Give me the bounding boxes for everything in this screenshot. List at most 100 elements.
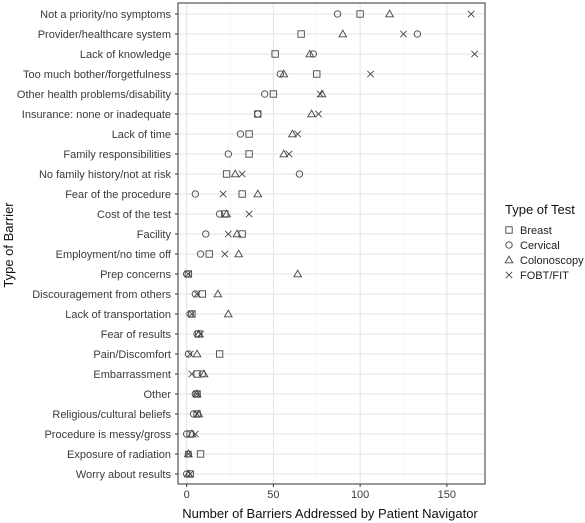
y-tick-label: Procedure is messy/gross <box>44 429 171 441</box>
point-triangle <box>338 29 348 38</box>
point-square <box>222 170 231 178</box>
y-tick-label: Religious/cultural beliefs <box>52 409 171 421</box>
legend-label: Cervical <box>520 240 560 252</box>
point-square <box>198 290 206 298</box>
y-tick-label: Too much bother/forgetfulness <box>23 69 171 81</box>
y-tick-label: Cost of the test <box>97 209 171 221</box>
point-x <box>188 370 196 378</box>
point-x <box>314 110 323 118</box>
point-circle <box>261 90 269 98</box>
y-tick-label: Facility <box>137 229 172 241</box>
point-triangle <box>279 149 289 158</box>
x-tick-label: 0 <box>184 489 190 501</box>
point-x <box>188 310 196 318</box>
point-square <box>271 50 279 58</box>
point-x <box>193 390 201 398</box>
point-circle <box>196 250 205 258</box>
x-tick-label: 100 <box>351 489 369 501</box>
y-tick-label: Employment/no time off <box>56 249 172 261</box>
y-tick-label: Fear of the procedure <box>65 189 171 201</box>
legend-key-triangle <box>504 255 514 264</box>
legend-items: Breast Cervical Colonoscopy FOBT/FIT <box>504 225 584 282</box>
point-circle <box>215 210 224 218</box>
point-x <box>245 210 253 218</box>
y-tick-label: No family history/not at risk <box>39 169 172 181</box>
x-tick-label: 50 <box>267 489 279 501</box>
point-triangle <box>199 369 209 378</box>
point-x <box>399 30 407 38</box>
y-tick-label: Pain/Discomfort <box>93 349 171 361</box>
point-square <box>238 190 246 198</box>
point-triangle <box>192 389 202 398</box>
y-tick-label: Worry about results <box>76 469 172 481</box>
x-tick-labels: 0 50 100 150 <box>184 484 456 501</box>
point-square <box>356 10 364 18</box>
point-circle <box>191 190 199 198</box>
y-tick-label: Other health problems/disability <box>17 89 172 101</box>
point-square <box>215 350 224 358</box>
point-circle <box>333 10 342 18</box>
y-tick-label: Insurance: none or inadequate <box>22 109 171 121</box>
point-x <box>193 290 201 298</box>
point-circle <box>224 150 232 158</box>
y-tick-label: Provider/healthcare system <box>38 29 171 41</box>
point-x <box>316 90 324 98</box>
y-tick-label: Lack of transportation <box>65 309 171 321</box>
grid-layer <box>178 3 485 484</box>
y-tick-label: Lack of time <box>112 129 171 141</box>
point-triangle <box>232 229 242 238</box>
point-square <box>313 70 321 78</box>
point-triangle <box>234 249 244 258</box>
points-layer <box>183 9 479 478</box>
point-circle <box>191 290 199 298</box>
point-triangle <box>306 109 317 118</box>
point-x <box>224 230 232 238</box>
y-tick-label: Not a priority/no symptoms <box>40 9 171 21</box>
x-axis-title: Number of Barriers Addressed by Patient … <box>182 506 478 521</box>
point-square <box>196 450 205 458</box>
point-x <box>471 50 479 58</box>
legend-label: Colonoscopy <box>520 255 584 267</box>
point-triangle <box>183 449 193 458</box>
y-tick-label: Lack of knowledge <box>80 49 171 61</box>
point-x <box>191 430 199 438</box>
point-square <box>245 130 253 138</box>
legend-key-x <box>505 271 513 279</box>
y-tick-labels: Not a priority/no symptoms Provider/healt… <box>17 9 178 481</box>
legend-title: Type of Test <box>505 202 575 217</box>
y-tick-label: Embarrassment <box>93 369 171 381</box>
point-x <box>238 170 246 178</box>
point-triangle <box>385 9 395 18</box>
point-square <box>269 90 278 98</box>
legend: Type of Test Breast Cervical Colonoscopy FO… <box>504 202 584 282</box>
point-circle <box>184 350 193 358</box>
point-circle <box>186 310 194 318</box>
point-triangle <box>293 269 303 278</box>
y-tick-label: Fear of results <box>101 329 172 341</box>
point-x <box>467 10 475 18</box>
point-x <box>219 190 227 198</box>
x-tick-label: 150 <box>438 489 456 501</box>
legend-label: Breast <box>520 225 552 237</box>
y-tick-label: Discouragement from others <box>32 289 171 301</box>
point-triangle <box>287 129 298 138</box>
point-triangle <box>279 69 289 78</box>
point-square <box>205 250 213 258</box>
legend-key-circle <box>505 241 513 249</box>
point-x <box>186 470 194 478</box>
y-tick-label: Exposure of radiation <box>67 449 171 461</box>
point-x <box>184 450 192 458</box>
y-axis-title: Type of Barrier <box>1 202 16 288</box>
point-circle <box>413 30 422 38</box>
point-x <box>197 330 205 338</box>
point-x <box>294 130 302 138</box>
point-square <box>297 30 305 38</box>
point-x <box>184 270 192 278</box>
point-circle <box>295 170 304 178</box>
point-triangle <box>305 49 315 58</box>
point-x <box>193 410 201 418</box>
point-x <box>285 150 293 158</box>
point-square <box>193 370 201 378</box>
point-circle <box>236 130 245 138</box>
